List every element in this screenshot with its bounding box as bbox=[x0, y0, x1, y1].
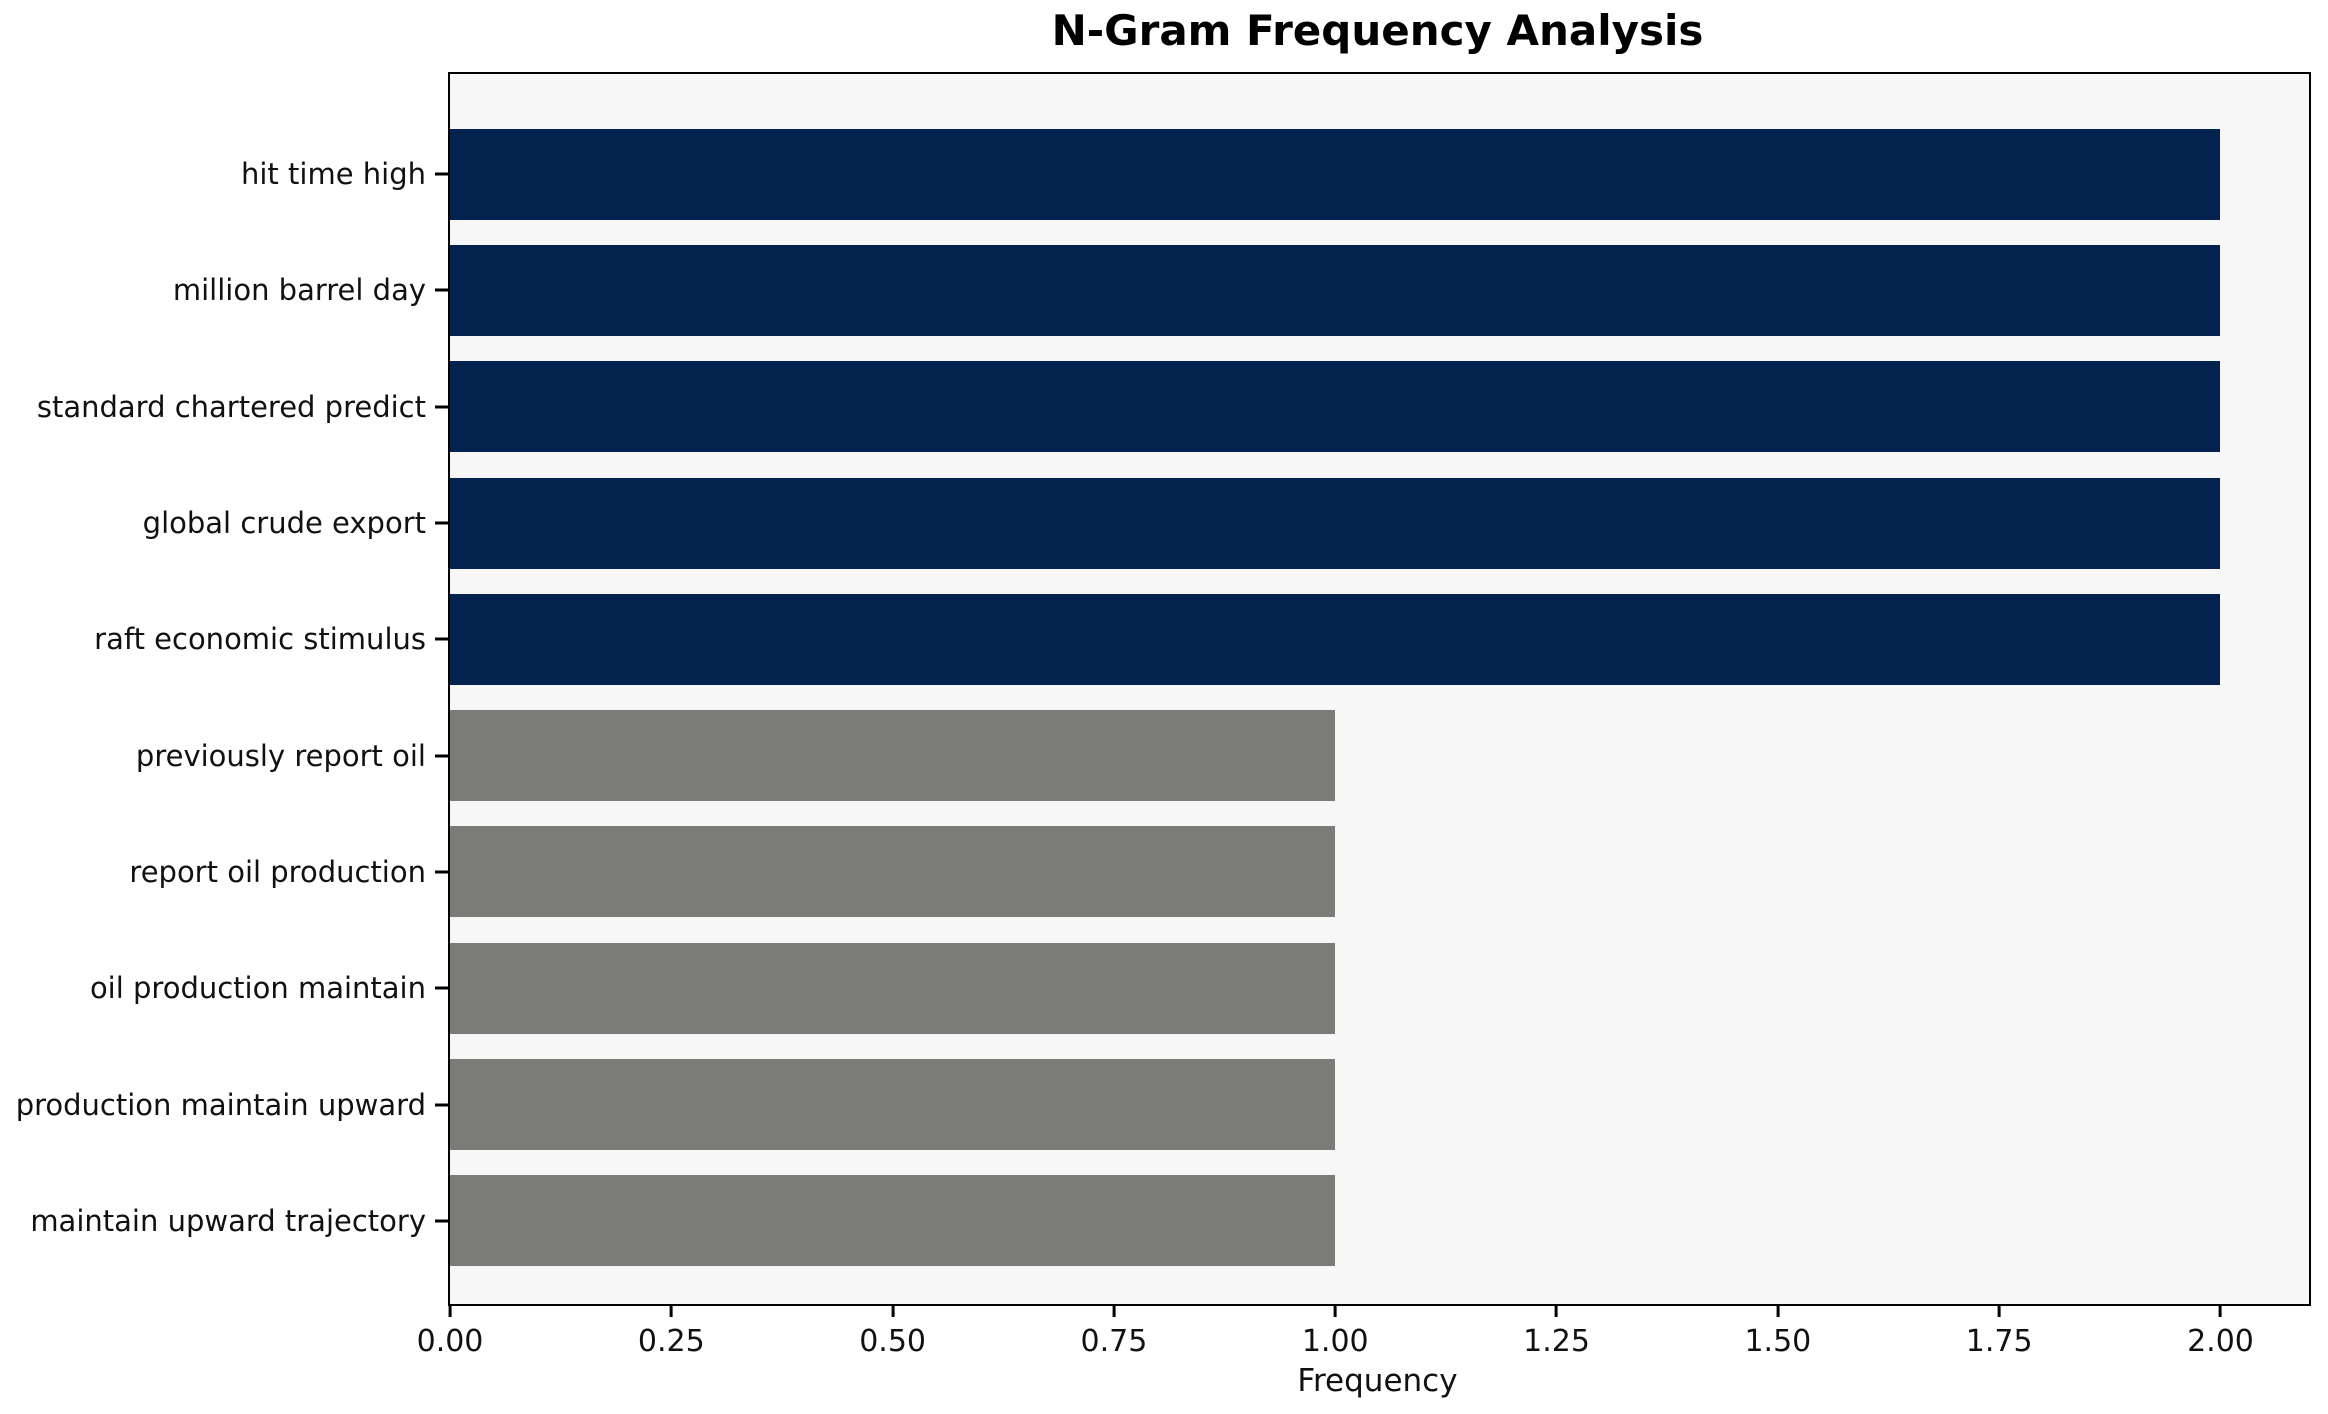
y-tick-label: report oil production bbox=[129, 854, 426, 889]
chart-row: production maintain upward bbox=[16, 1046, 2309, 1162]
chart-row: hit time high bbox=[241, 116, 2309, 232]
y-tick-label: hit time high bbox=[241, 157, 426, 192]
bar bbox=[450, 361, 2221, 453]
x-tick: 1.75 bbox=[1966, 1305, 2033, 1359]
bars-container: hit time high million barrel day standard … bbox=[16, 74, 2309, 1304]
y-tick-label: previously report oil bbox=[135, 738, 426, 773]
plot-area: hit time high million barrel day standard … bbox=[16, 72, 2311, 1306]
y-tick-mark bbox=[435, 288, 448, 292]
y-tick-label: production maintain upward bbox=[15, 1087, 426, 1122]
bar bbox=[450, 710, 1336, 802]
y-tick-label: raft economic stimulus bbox=[94, 622, 426, 657]
x-tick-label: 0.25 bbox=[637, 1324, 705, 1359]
x-tick-label: 2.00 bbox=[2187, 1324, 2254, 1359]
x-tick-label: 1.50 bbox=[1744, 1324, 1812, 1359]
x-tick-mark bbox=[1997, 1305, 2001, 1317]
x-tick: 1.00 bbox=[1302, 1305, 1369, 1359]
chart-row: report oil production bbox=[129, 814, 2309, 930]
x-tick-mark bbox=[1112, 1305, 1116, 1317]
x-tick: 1.50 bbox=[1744, 1305, 1811, 1359]
chart-title: N-Gram Frequency Analysis bbox=[1051, 6, 1704, 55]
y-tick-mark bbox=[435, 1219, 448, 1223]
bar bbox=[450, 1175, 1336, 1267]
y-tick-mark bbox=[435, 754, 448, 758]
x-tick: 0.25 bbox=[638, 1305, 705, 1359]
y-tick-mark bbox=[435, 521, 448, 525]
y-tick-label: global crude export bbox=[142, 506, 426, 541]
y-tick-label: oil production maintain bbox=[89, 971, 426, 1006]
x-tick-label: 1.00 bbox=[1301, 1324, 1369, 1359]
bar bbox=[450, 477, 2221, 569]
y-tick-label: maintain upward trajectory bbox=[30, 1203, 426, 1238]
x-tick-mark bbox=[1555, 1305, 1559, 1317]
chart-row: global crude export bbox=[143, 465, 2309, 581]
y-tick-mark bbox=[435, 870, 448, 874]
y-tick-label: standard chartered predict bbox=[36, 389, 426, 424]
x-axis-ticks: 0.00 0.25 0.50 0.75 1.00 1.25 1.50 1.75 2.00 bbox=[417, 1305, 2309, 1365]
chart-row: previously report oil bbox=[136, 697, 2309, 813]
y-tick-mark bbox=[435, 172, 448, 176]
chart-row: raft economic stimulus bbox=[94, 581, 2309, 697]
x-tick-mark bbox=[1333, 1305, 1337, 1317]
x-tick: 0.75 bbox=[1080, 1305, 1148, 1359]
x-tick: 2.00 bbox=[2187, 1305, 2254, 1359]
bar bbox=[450, 244, 2221, 336]
bar bbox=[450, 826, 1336, 918]
x-tick-mark bbox=[1776, 1305, 1780, 1317]
chart-row: million barrel day bbox=[173, 232, 2309, 348]
chart-row: standard chartered predict bbox=[37, 349, 2309, 465]
y-tick-mark bbox=[435, 637, 448, 641]
y-tick-label: million barrel day bbox=[172, 273, 426, 308]
x-tick-label: 0.50 bbox=[859, 1324, 927, 1359]
x-tick-mark bbox=[669, 1305, 673, 1317]
bar bbox=[450, 942, 1336, 1034]
y-tick-mark bbox=[435, 405, 448, 409]
x-tick-mark bbox=[891, 1305, 895, 1317]
bar bbox=[450, 1059, 1336, 1151]
x-tick-label: 0.00 bbox=[416, 1324, 484, 1359]
x-tick-mark bbox=[2218, 1305, 2222, 1317]
chart-row: maintain upward trajectory bbox=[30, 1163, 2309, 1279]
bar bbox=[450, 128, 2221, 220]
x-axis-label: Frequency bbox=[1297, 1363, 1458, 1399]
y-tick-mark bbox=[435, 1103, 448, 1107]
chart-row: oil production maintain bbox=[90, 930, 2309, 1046]
x-tick-label: 1.75 bbox=[1965, 1324, 2033, 1359]
bar bbox=[450, 593, 2221, 685]
x-tick-mark bbox=[448, 1305, 452, 1317]
x-tick-label: 1.25 bbox=[1523, 1324, 1590, 1359]
x-tick-label: 0.75 bbox=[1080, 1324, 1148, 1359]
x-tick: 0.50 bbox=[859, 1305, 926, 1359]
y-tick-mark bbox=[435, 986, 448, 990]
x-tick: 0.00 bbox=[416, 1305, 484, 1359]
x-tick: 1.25 bbox=[1523, 1305, 1590, 1359]
